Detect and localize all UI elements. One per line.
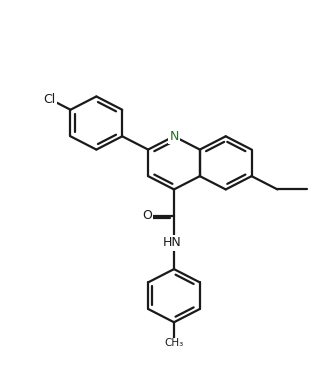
Text: O: O: [142, 209, 152, 222]
Text: Cl: Cl: [44, 92, 56, 105]
Text: CH₃: CH₃: [164, 339, 184, 349]
Text: HN: HN: [163, 236, 182, 249]
Text: N: N: [169, 130, 179, 143]
